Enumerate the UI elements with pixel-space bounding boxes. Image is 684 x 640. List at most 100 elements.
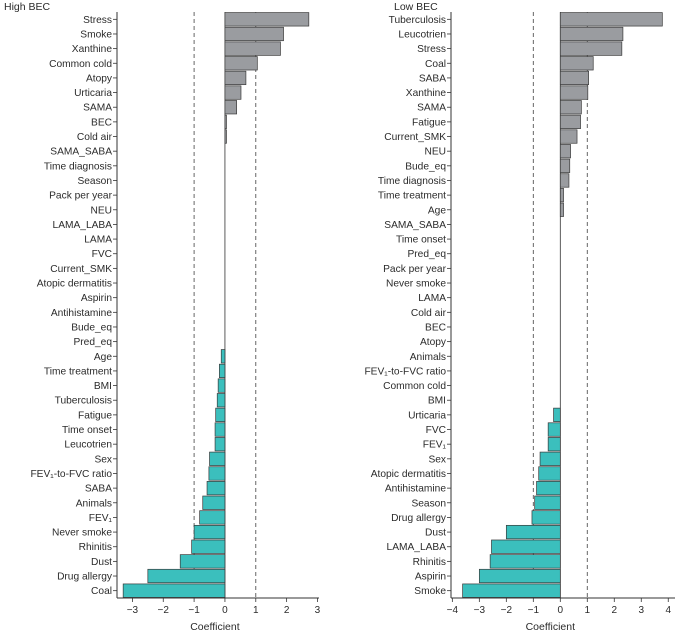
bar [191, 539, 226, 554]
bar [559, 173, 570, 188]
x-tick-label: −1 [528, 605, 540, 616]
bar [559, 144, 571, 159]
x-tick-label: 0 [558, 605, 564, 616]
category-label: LAMA [84, 235, 112, 246]
bar [559, 202, 564, 217]
x-axis-title: Coefficient [190, 621, 240, 633]
category-label: Time treatment [44, 366, 112, 377]
bar [531, 510, 561, 525]
category-label: Pred_eq [73, 337, 112, 348]
panel-title: Low BEC [394, 1, 438, 13]
category-label: FEV₁-to-FVC ratio [30, 469, 112, 480]
bar [224, 85, 242, 100]
category-label: Animals [76, 498, 112, 509]
category-label: FEV₁ [423, 440, 447, 451]
category-label: Dust [91, 557, 112, 568]
category-label: Pack per year [383, 264, 446, 275]
bar [193, 524, 226, 540]
category-label: Smoke [414, 586, 446, 597]
x-tick-label: 1 [585, 605, 591, 616]
category-label: Aspirin [81, 293, 112, 304]
category-label: BEC [91, 117, 112, 128]
category-label: Coal [91, 586, 112, 597]
category-label: Dust [425, 528, 446, 539]
bar [220, 349, 226, 364]
x-tick-label: −3 [127, 605, 139, 616]
category-label: Time diagnosis [44, 161, 112, 172]
bar [536, 481, 561, 496]
category-label: Sex [94, 454, 112, 465]
category-label: Animals [410, 352, 446, 363]
bar [559, 85, 589, 100]
category-label: Coal [425, 59, 446, 70]
category-label: Never smoke [386, 279, 446, 290]
category-label: Time onset [396, 235, 446, 246]
bar [534, 495, 561, 510]
category-label: Smoke [80, 29, 112, 40]
bar [559, 129, 578, 144]
category-label: Age [428, 205, 446, 216]
bar [224, 26, 284, 42]
category-label: Current_SMK [384, 132, 446, 143]
category-label: FEV₁-to-FVC ratio [364, 366, 446, 377]
category-label: Cold air [411, 308, 447, 319]
category-label: Cold air [77, 132, 113, 143]
bar [214, 422, 226, 437]
category-label: SAMA_SABA [50, 147, 112, 158]
bar [547, 422, 561, 437]
bar [217, 378, 226, 393]
bar [559, 114, 581, 129]
bar [559, 70, 589, 86]
category-label: SABA [419, 73, 446, 84]
category-label: Sex [428, 454, 446, 465]
bar [215, 407, 226, 422]
bar [478, 568, 561, 584]
x-tick-label: 4 [665, 605, 671, 616]
category-label: Fatigue [412, 117, 446, 128]
panel-high-bec: High BEC Stress Smoke Xanthine Common cold At… [4, 1, 321, 633]
category-label: SABA [85, 484, 112, 495]
bar [224, 41, 281, 56]
category-label: NEU [90, 205, 112, 216]
x-tick-label: 3 [638, 605, 644, 616]
bar [559, 26, 624, 42]
category-label: Drug allergy [391, 513, 447, 524]
category-label: Tuberculosis [389, 15, 446, 26]
category-label: Bude_eq [405, 161, 446, 172]
category-label: Time diagnosis [378, 176, 446, 187]
bar [219, 363, 226, 379]
category-label: LAMA_LABA [53, 220, 113, 231]
category-label: BMI [428, 396, 446, 407]
category-label: Never smoke [52, 528, 112, 539]
category-label: Antihistamine [385, 484, 446, 495]
x-tick-label: −4 [447, 605, 459, 616]
bar [179, 554, 226, 569]
x-axis-title: Coefficient [526, 621, 576, 633]
category-label: Xanthine [406, 88, 447, 99]
category-label: SAMA [83, 103, 112, 114]
category-label: Tuberculosis [55, 396, 112, 407]
category-label: Xanthine [72, 44, 113, 55]
category-label: FVC [92, 249, 112, 260]
category-label: Rhinitis [413, 557, 446, 568]
x-tick-label: 1 [253, 605, 259, 616]
bar [559, 188, 564, 203]
bar [224, 129, 227, 144]
category-label: Leucotrien [398, 29, 446, 40]
bar [224, 114, 227, 129]
bar [224, 100, 238, 115]
category-label: SAMA [417, 103, 446, 114]
category-label: Pack per year [49, 191, 112, 202]
bar [559, 158, 571, 173]
category-label: Common cold [383, 381, 446, 392]
bar [224, 70, 247, 86]
bar [538, 466, 561, 481]
category-label: Bude_eq [71, 322, 112, 333]
category-label: Drug allergy [57, 572, 113, 583]
bar [559, 41, 623, 56]
category-label: Antihistamine [51, 308, 112, 319]
category-label: Season [77, 176, 112, 187]
bar [559, 56, 594, 71]
category-label: SAMA_SABA [384, 220, 446, 231]
